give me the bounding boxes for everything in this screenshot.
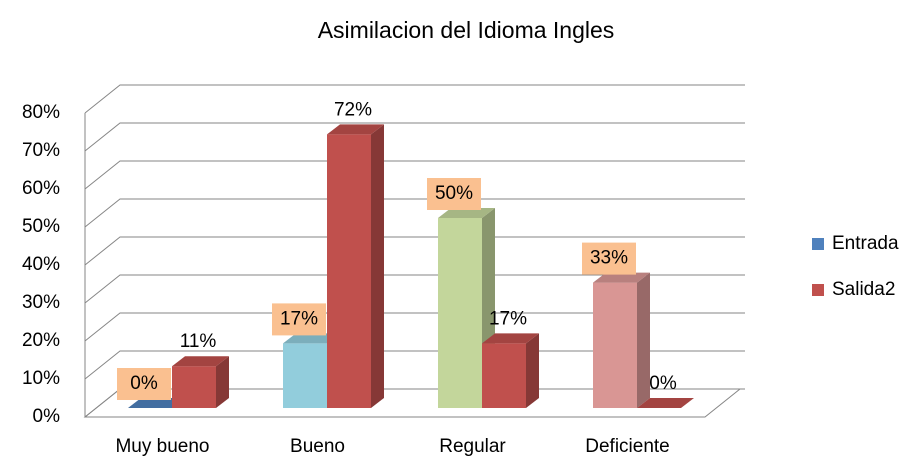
value-label-box <box>117 368 171 400</box>
y-tick-label: 80% <box>22 102 60 123</box>
bar <box>637 398 694 408</box>
y-tick-label: 40% <box>22 254 60 275</box>
bar <box>327 124 384 409</box>
bar-front <box>283 343 327 408</box>
value-label: 0% <box>130 373 158 394</box>
grid-line <box>84 160 745 190</box>
bar-top <box>482 333 539 344</box>
bar-side <box>216 356 229 408</box>
bar-side <box>637 272 650 408</box>
bar <box>128 398 185 408</box>
value-label: 17% <box>489 308 527 329</box>
bar-top <box>283 333 340 344</box>
x-tick-label: Muy bueno <box>115 436 209 457</box>
bar-top <box>637 398 694 408</box>
value-label-box <box>427 178 481 210</box>
y-tick-label: 60% <box>22 178 60 199</box>
grid-line <box>84 236 745 266</box>
bar-top <box>172 356 229 367</box>
bar <box>172 356 229 408</box>
bar-front <box>482 343 526 408</box>
value-label: 0% <box>649 373 677 394</box>
bar-front <box>172 366 216 408</box>
value-label-box <box>272 303 326 336</box>
y-tick-label: 10% <box>22 368 60 389</box>
grid-line <box>84 122 745 152</box>
legend-label: Entrada <box>832 233 899 254</box>
y-tick-label: 70% <box>22 140 60 161</box>
bar-top <box>438 208 495 218</box>
bar <box>482 333 539 408</box>
bar-front <box>438 218 482 408</box>
bar <box>593 272 650 408</box>
value-label: 72% <box>334 99 372 120</box>
x-tick-label: Bueno <box>290 436 345 457</box>
grid-line <box>84 274 745 304</box>
value-label: 33% <box>590 248 628 269</box>
y-tick-label: 20% <box>22 330 60 351</box>
y-tick-label: 30% <box>22 292 60 313</box>
bar-side <box>526 333 539 408</box>
value-label-box <box>582 242 636 275</box>
bar-side <box>371 124 384 409</box>
bar-top <box>128 398 185 408</box>
bar-top <box>593 272 650 283</box>
x-tick-label: Deficiente <box>585 436 670 457</box>
y-tick-label: 50% <box>22 216 60 237</box>
value-label: 50% <box>435 183 473 204</box>
x-tick-label: Regular <box>439 436 506 457</box>
chart-title: Asimilacion del Idioma Ingles <box>318 17 615 43</box>
grid-line <box>84 84 745 114</box>
value-label: 11% <box>180 331 217 352</box>
legend-label: Salida2 <box>832 279 895 300</box>
bar-front <box>593 282 637 408</box>
y-tick-label: 0% <box>33 406 61 427</box>
grid-line <box>84 312 745 342</box>
legend-swatch <box>812 238 824 250</box>
bar-top <box>327 124 384 135</box>
grid-line <box>84 198 745 228</box>
value-label: 17% <box>280 308 318 329</box>
legend-swatch <box>812 284 824 296</box>
bar-front <box>327 134 371 408</box>
